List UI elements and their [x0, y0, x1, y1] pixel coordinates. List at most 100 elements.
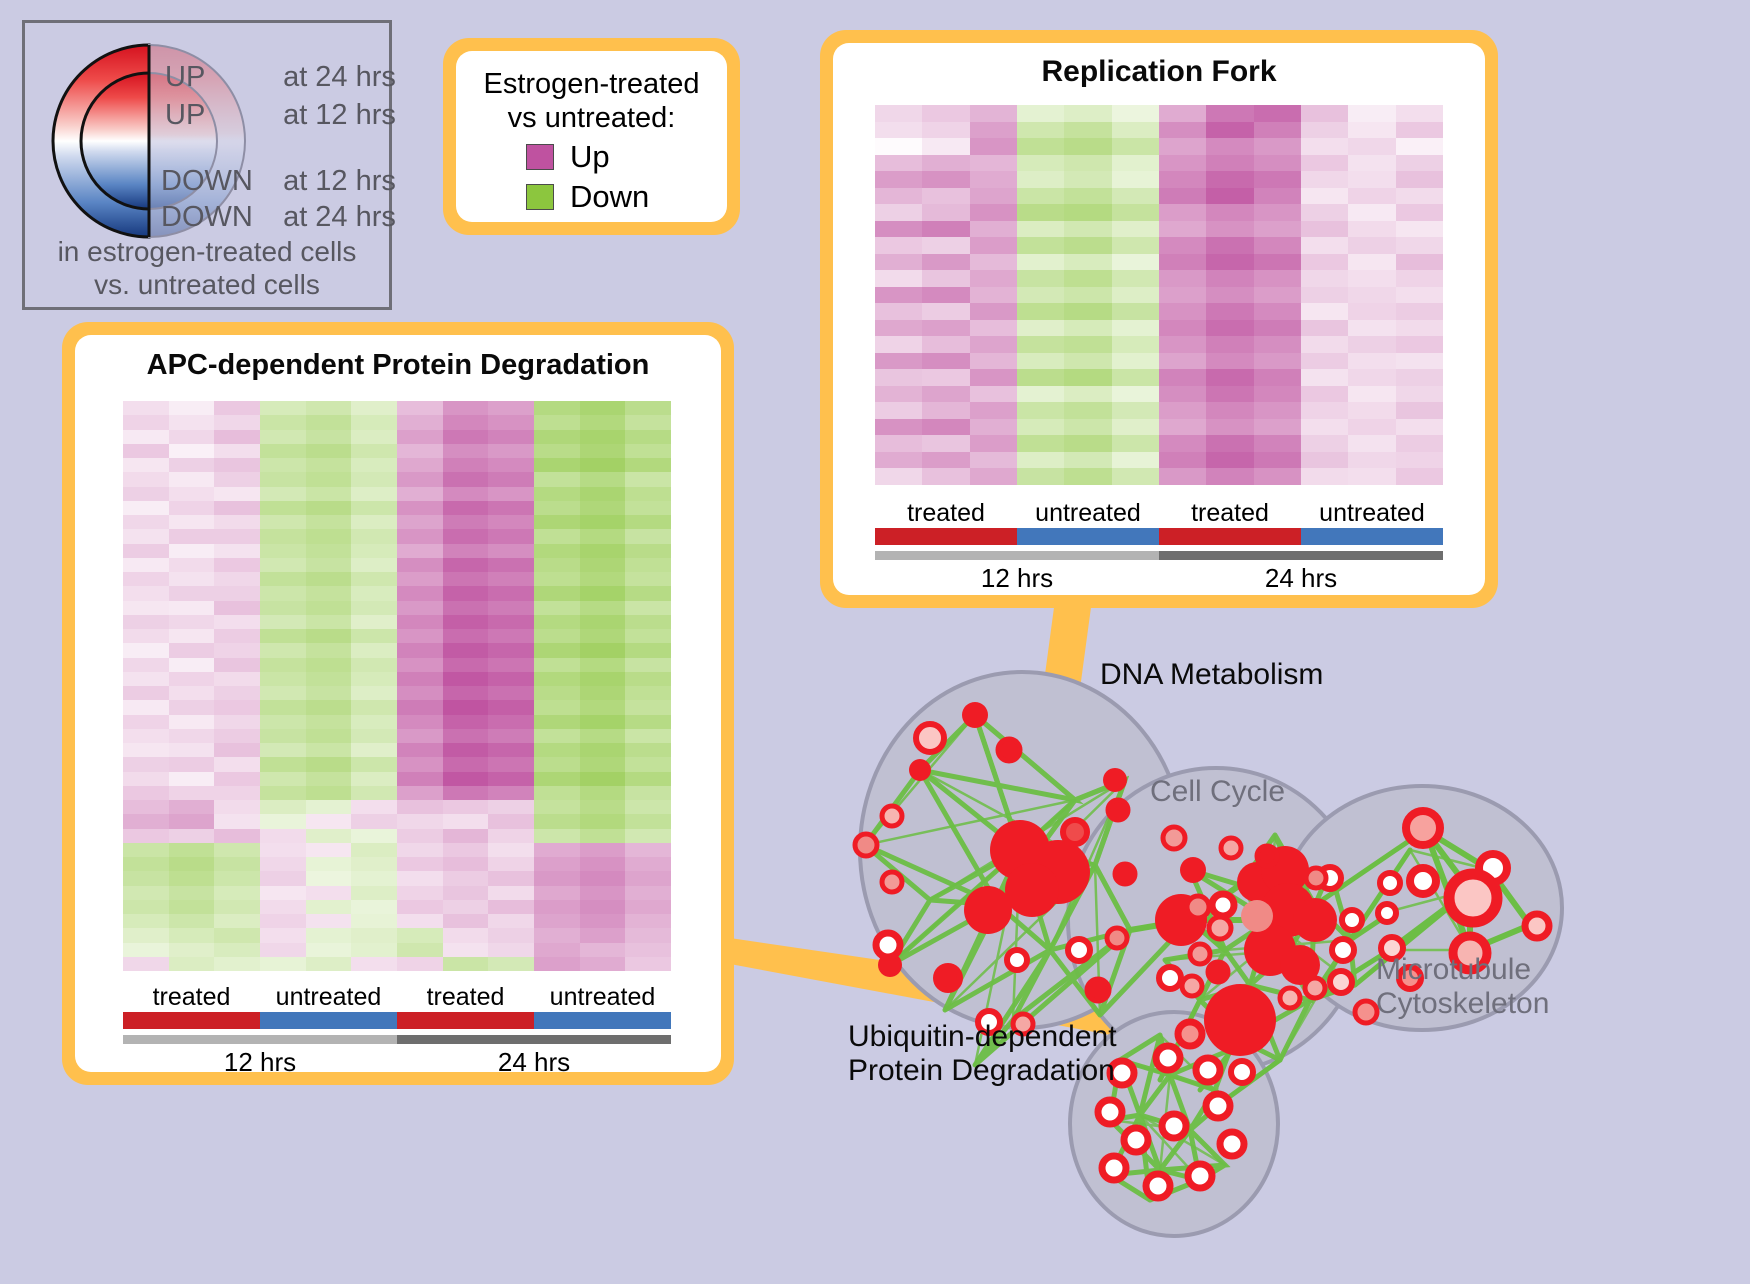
heatmap-cell	[1016, 204, 1065, 221]
heatmap-cell	[351, 529, 397, 544]
heatmap-cell	[875, 468, 923, 485]
heatmap-panel-apc-degradation: APC-dependent Protein Degradation treate…	[62, 322, 734, 1085]
heatmap-cell	[488, 771, 534, 786]
heatmap-cell	[488, 728, 534, 743]
heatmap-cell	[123, 572, 169, 587]
heatmap-cell	[1300, 204, 1349, 221]
heatmap-cell	[351, 458, 397, 473]
heatmap-cell	[579, 700, 626, 715]
heatmap-cell	[534, 557, 580, 572]
heatmap-cell	[1206, 352, 1254, 370]
heatmap-cell	[1395, 468, 1443, 485]
heatmap-cell	[1016, 451, 1065, 469]
heatmap-cell	[168, 557, 215, 572]
heatmap-cell	[625, 443, 671, 458]
heatmap-cell	[305, 700, 352, 715]
heatmap-cell	[305, 956, 352, 971]
heatmap-cell	[1158, 369, 1207, 386]
heatmap-cell	[922, 352, 970, 370]
heatmap-cell	[351, 671, 397, 686]
heatmap-cell	[305, 529, 352, 544]
heatmap-cell	[1206, 286, 1254, 304]
heatmap-cell	[168, 956, 215, 971]
heatmap-cell	[442, 743, 489, 758]
heatmap-cell	[922, 451, 970, 469]
heatmap-cell	[969, 418, 1017, 436]
heatmap-cell	[442, 828, 489, 843]
heatmap-cell	[442, 500, 489, 515]
heatmap-cell	[168, 942, 215, 957]
heatmap-cell	[488, 828, 534, 843]
heatmap-cell	[1016, 402, 1065, 419]
heatmap-cell	[123, 529, 169, 544]
key-label-down-24: DOWN	[161, 201, 253, 233]
heatmap-cell	[214, 515, 260, 530]
heatmap-cell	[442, 443, 489, 458]
heatmap-cell	[875, 336, 923, 353]
heatmap-cell	[260, 629, 306, 644]
heatmap-cell	[397, 885, 443, 900]
heatmap-cell	[397, 942, 443, 957]
heatmap-cell	[579, 785, 626, 800]
heatmap-cell	[1158, 402, 1207, 419]
time-bar-segment-24	[1159, 551, 1443, 560]
heatmap-cell	[442, 572, 489, 587]
heatmap-cell	[351, 914, 397, 929]
heatmap-cell	[534, 686, 580, 701]
heatmap-cell	[1395, 154, 1443, 172]
heatmap-cell	[168, 785, 215, 800]
heatmap-cell	[214, 614, 260, 629]
heatmap-cell	[1300, 286, 1349, 304]
heatmap-cell	[351, 572, 397, 587]
heatmap-cell	[123, 785, 169, 800]
heatmap-cell	[214, 572, 260, 587]
heatmap-cell	[534, 500, 580, 515]
heatmap-cell	[625, 771, 671, 786]
heatmap-cell	[875, 402, 923, 419]
heatmap-cell	[1300, 154, 1349, 172]
heatmap-cell	[534, 828, 580, 843]
heatmap-cell	[625, 515, 671, 530]
heatmap-cell	[123, 814, 169, 829]
heatmap-cell	[1348, 204, 1396, 221]
heatmap-cell	[305, 871, 352, 886]
heatmap-cell	[260, 429, 306, 444]
heatmap-cell	[1064, 220, 1112, 238]
heatmap-cell	[488, 814, 534, 829]
heatmap-cell	[1348, 418, 1396, 436]
key-label-down-12: DOWN	[161, 165, 253, 197]
heatmap-cell	[305, 928, 352, 943]
heatmap-cell	[260, 814, 306, 829]
heatmap-cell	[1253, 171, 1301, 188]
heatmap-cell	[123, 800, 169, 815]
heatmap-cell	[534, 572, 580, 587]
heatmap-cell	[579, 443, 626, 458]
heatmap-cell	[260, 743, 306, 758]
heatmap-cell	[1158, 154, 1207, 172]
heatmap-cell	[168, 515, 215, 530]
heatmap-cell	[397, 600, 443, 615]
heatmap-cell	[625, 486, 671, 501]
heatmap-cell	[534, 942, 580, 957]
heatmap-cell	[1206, 154, 1254, 172]
heatmap-cell	[305, 486, 352, 501]
heatmap-cell	[1395, 253, 1443, 271]
heatmap-cell	[1206, 336, 1254, 353]
heatmap-cell	[1253, 154, 1301, 172]
heatmap-cell	[1016, 352, 1065, 370]
heatmap-cell	[397, 543, 443, 558]
heatmap-cell	[579, 828, 626, 843]
heatmap-cell	[1300, 385, 1349, 403]
heatmap-cell	[397, 486, 443, 501]
heatmap-cell	[1158, 121, 1207, 139]
heatmap-cell	[969, 105, 1017, 122]
heatmap-cell	[351, 743, 397, 758]
heatmap-cell	[922, 319, 970, 337]
heatmap-cell	[1395, 418, 1443, 436]
heatmap-cell	[875, 303, 923, 320]
heatmap-cell	[214, 415, 260, 430]
heatmap-cell	[579, 543, 626, 558]
heatmap-cell	[579, 529, 626, 544]
heatmap-cell	[168, 600, 215, 615]
heatmap-cell	[488, 800, 534, 815]
